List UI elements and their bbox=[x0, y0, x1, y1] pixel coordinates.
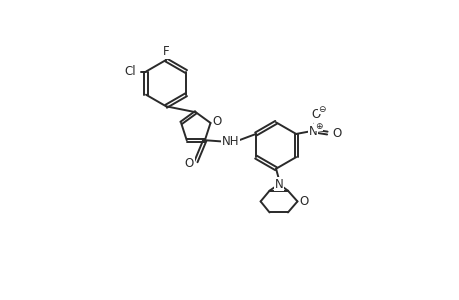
Text: F: F bbox=[162, 45, 169, 58]
Text: O: O bbox=[331, 127, 341, 140]
Text: NH: NH bbox=[221, 135, 238, 148]
Text: Cl: Cl bbox=[124, 65, 135, 78]
Text: O: O bbox=[299, 195, 308, 208]
Text: O: O bbox=[310, 108, 319, 121]
Text: ⊕: ⊕ bbox=[314, 122, 321, 131]
Text: N: N bbox=[274, 178, 283, 191]
Text: O: O bbox=[212, 115, 221, 128]
Text: O: O bbox=[185, 157, 194, 169]
Text: N: N bbox=[308, 125, 317, 138]
Text: ⊖: ⊖ bbox=[317, 105, 325, 114]
